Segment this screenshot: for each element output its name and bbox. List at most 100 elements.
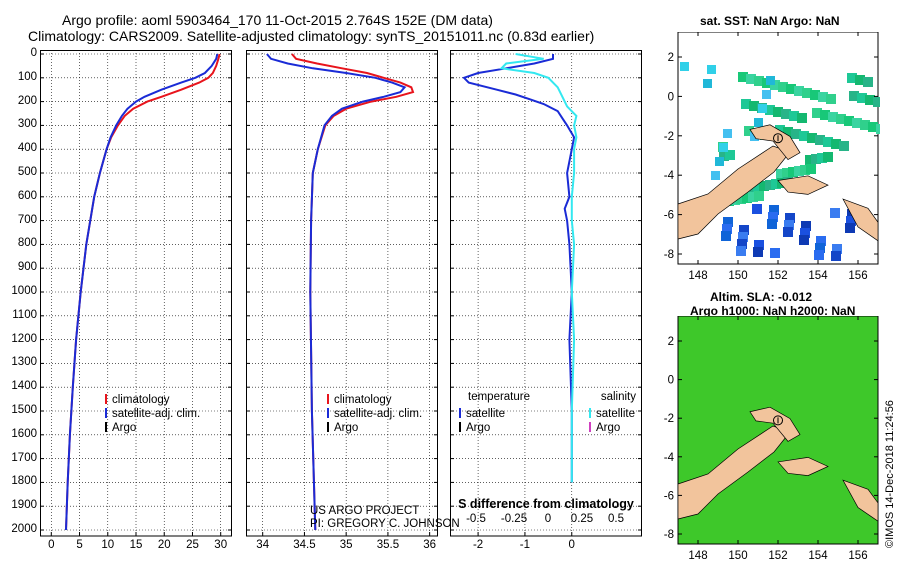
sst-pixel: [711, 171, 720, 180]
map-y-tick-label: 0: [668, 91, 674, 103]
sst-pixel: [805, 155, 815, 165]
figure-title-line2: Climatology: CARS2009. Satellite-adjuste…: [28, 28, 595, 44]
legend-label: climatology: [334, 394, 392, 406]
legend-label: Argo: [112, 422, 136, 434]
map-y-tick-label: -6: [664, 210, 674, 222]
sst-pixel: [782, 168, 792, 178]
sst-pixel: [794, 86, 804, 96]
map-x-tick-label: 154: [808, 550, 828, 562]
sst-pixel: [844, 116, 854, 126]
x-tick-label: 34: [256, 539, 269, 550]
map-x-tick-label: 150: [728, 550, 747, 562]
depth-tick-label: 200: [17, 94, 37, 107]
depth-tick-label: 1800: [11, 475, 37, 488]
sst-pixel: [806, 164, 816, 174]
sst-pixel: [839, 141, 849, 151]
plot-frame: [246, 50, 438, 537]
sst-pixel: [715, 157, 724, 166]
sst-pixel: [876, 124, 880, 134]
sst-pixel: [816, 236, 826, 246]
depth-tick-label: 1900: [11, 499, 37, 512]
map-x-tick-label: 156: [848, 270, 867, 282]
sst-pixel: [811, 154, 821, 164]
depth-tick-label: 1000: [11, 285, 37, 297]
legend-label: satellite: [466, 408, 505, 420]
map-x-tick-label: 152: [768, 550, 787, 562]
map-y-tick-label: 2: [668, 336, 674, 348]
depth-tick-label: 1700: [11, 451, 37, 464]
legend-title-temperature: temperature: [468, 391, 530, 403]
sst-pixel: [860, 120, 870, 130]
sst-pixel: [703, 79, 712, 88]
sst-pixel: [723, 217, 733, 227]
map-y-tick-label: -8: [664, 249, 674, 261]
sst-pixel: [775, 125, 785, 135]
sst-pixel: [815, 243, 825, 253]
sst-pixel: [723, 129, 732, 138]
secondary-tick-label: 0: [545, 513, 551, 525]
sst-pixel: [800, 228, 810, 238]
sst-pixel: [823, 152, 833, 162]
depth-tick-label: 2000: [11, 523, 37, 535]
sst-pixel: [831, 251, 841, 261]
depth-tick-label: 700: [17, 213, 37, 226]
sst-pixel: [810, 90, 820, 100]
depth-tick-label: 0: [30, 47, 37, 59]
sst-pixel: [818, 92, 828, 102]
sst-pixel: [754, 76, 764, 86]
sst-pixel: [832, 244, 842, 254]
sst-pixel: [749, 101, 759, 111]
sst-pixel: [770, 248, 780, 258]
map-y-tick-label: -8: [664, 529, 674, 541]
map-x-tick-label: 152: [768, 270, 787, 282]
sst-pixel: [765, 105, 775, 115]
depth-tick-label: 1500: [11, 404, 37, 416]
map-x-tick-label: 154: [808, 270, 828, 282]
map-y-tick-label: 0: [668, 375, 674, 387]
sst-pixel: [830, 208, 840, 218]
sst-pixel: [722, 224, 732, 234]
depth-tick-label: 1300: [11, 356, 37, 369]
depth-tick-label: 300: [17, 118, 37, 131]
sla-map-title-line1: Altim. SLA: -0.012: [710, 290, 813, 304]
legend-label: satellite: [596, 408, 635, 420]
sst-pixel: [865, 95, 875, 105]
sst-pixel: [794, 166, 804, 176]
sst-pixel: [863, 77, 873, 87]
sst-pixel: [828, 112, 838, 122]
difference-panel: -2-10T difference from climatologyS diff…: [450, 50, 642, 550]
sst-pixel: [767, 219, 777, 229]
legend-label: climatology: [112, 394, 170, 406]
land-new-britain: [777, 456, 829, 476]
sst-pixel: [754, 118, 763, 127]
depth-tick-label: 900: [17, 261, 37, 274]
sst-pixel: [758, 104, 767, 113]
legend-label: Argo: [466, 422, 490, 434]
legend-title-salinity: salinity: [601, 391, 636, 403]
sst-pixel: [769, 205, 779, 215]
sst-pixel: [748, 192, 758, 202]
float-location-marker: [773, 415, 783, 426]
sst-pixel: [746, 74, 756, 84]
sst-pixel: [845, 223, 855, 233]
sst-pixel: [736, 246, 746, 256]
series-line-satellite-adj-clim-: [266, 53, 407, 531]
sst-pixel: [707, 65, 716, 74]
sst-pixel: [836, 114, 846, 124]
sst-pixel: [680, 62, 689, 71]
sst-pixel: [737, 239, 747, 249]
sst-pixel: [719, 151, 729, 161]
land-solomons: [842, 479, 879, 522]
sst-pixel: [849, 91, 859, 101]
x-tick-label: -1: [520, 539, 530, 550]
sst-pixel: [773, 107, 783, 117]
imos-timestamp: ©IMOS 14-Dec-2018 11:24:56: [884, 400, 896, 548]
map-y-tick-label: 2: [668, 52, 674, 64]
figure-title-line1: Argo profile: aoml 5903464_170 11-Oct-20…: [62, 12, 493, 28]
plot-frame: [450, 50, 642, 537]
land-new-britain: [777, 175, 829, 195]
land-new-ireland: [749, 124, 801, 161]
sst-pixel: [791, 129, 801, 139]
sst-pixel: [725, 150, 735, 160]
depth-tick-label: 600: [17, 189, 37, 202]
